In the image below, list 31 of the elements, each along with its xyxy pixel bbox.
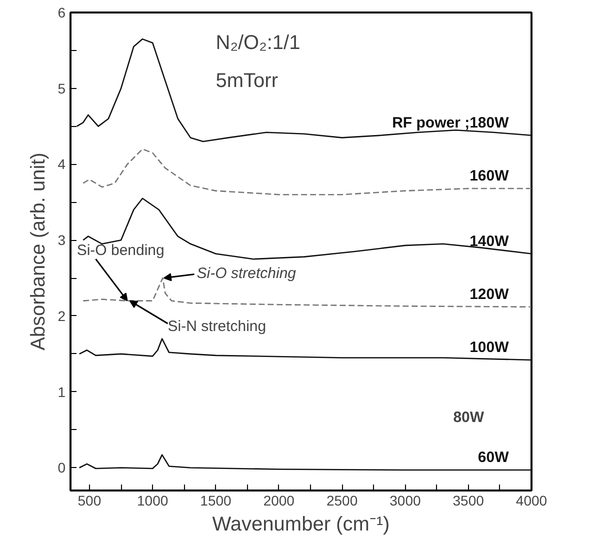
series-label: RF power ;180W: [392, 114, 510, 132]
y-tick-label: 0: [58, 460, 66, 476]
x-tick-label: 3000: [390, 492, 421, 508]
series-label: 60W: [478, 449, 510, 466]
x-axis-title: Wavenumber (cm⁻¹): [212, 514, 390, 536]
series-label: 140W: [470, 232, 510, 250]
x-tick-label: 4000: [516, 492, 548, 508]
x-tick-label: 1500: [200, 492, 232, 508]
x-tick-label: 2500: [326, 492, 358, 508]
x-tick-label: 1000: [137, 492, 168, 508]
annotation: Si-N stretching: [168, 318, 266, 335]
line-series: [82, 148, 532, 196]
annotation: Si-O stretching: [196, 264, 297, 282]
y-tick-label: 2: [58, 308, 66, 324]
y-axis-title: Absorbance (arb. unit): [28, 152, 50, 350]
annotation: N₂/O₂:1/1: [216, 32, 300, 54]
x-tick-label: 3500: [452, 492, 484, 508]
annotation: 80W: [453, 409, 485, 426]
y-tick-label: 6: [58, 4, 66, 20]
annotation: 5mTorr: [216, 70, 278, 92]
series-label: 100W: [470, 339, 510, 356]
series-label: 160W: [470, 168, 510, 185]
y-tick-label: 3: [58, 232, 66, 248]
x-tick-label: 2000: [263, 492, 295, 508]
annotation: Si-O bending: [76, 242, 164, 260]
y-tick-label: 5: [58, 80, 66, 96]
series-label: 120W: [470, 286, 510, 304]
x-tick-label: 500: [78, 492, 102, 508]
y-tick-label: 1: [58, 384, 66, 400]
line-series: [78, 338, 532, 361]
y-tick-label: 4: [58, 156, 66, 172]
